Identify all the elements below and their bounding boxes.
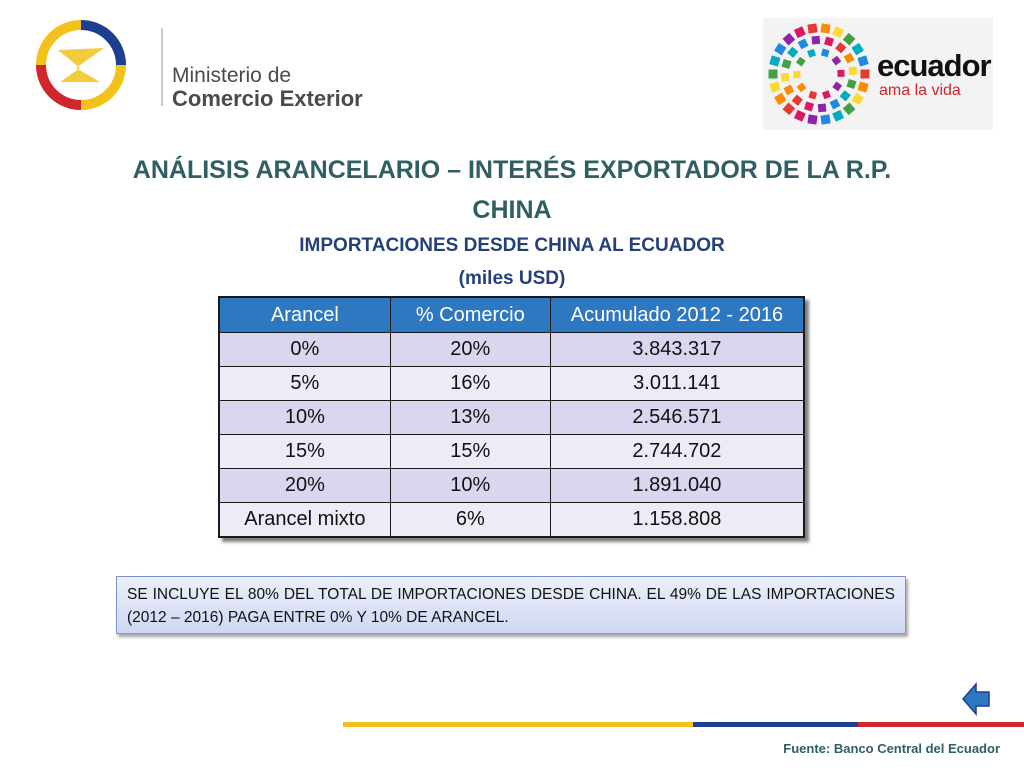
cell-acumulado: 2.546.571 (549, 400, 805, 435)
ministry-emblem-icon (36, 20, 126, 110)
brand-slogan: ama la vida (879, 82, 961, 99)
subtitle-line2: (miles USD) (458, 268, 566, 289)
table-row: 20% 10% 1.891.040 (218, 468, 805, 503)
tariff-table: Arancel % Comercio Acumulado 2012 - 2016… (218, 296, 805, 538)
column-header-arancel: Arancel (218, 296, 391, 333)
cell-arancel: 20% (218, 468, 391, 503)
cell-acumulado: 3.011.141 (549, 366, 805, 401)
summary-note-box: SE INCLUYE EL 80% DEL TOTAL DE IMPORTACI… (116, 576, 906, 634)
source-citation: Fuente: Banco Central del Ecuador (783, 741, 1000, 756)
org-name-line2: Comercio Exterior (172, 86, 363, 111)
table-row: 10% 13% 2.546.571 (218, 400, 805, 435)
org-name-line1: Ministerio de (172, 64, 292, 87)
cell-arancel: 10% (218, 400, 391, 435)
cell-arancel: 15% (218, 434, 391, 469)
table-row: 0% 20% 3.843.317 (218, 332, 805, 367)
cell-arancel: Arancel mixto (218, 502, 391, 538)
stripe-yellow (343, 722, 693, 727)
cell-comercio: 20% (389, 332, 551, 367)
cell-arancel: 5% (218, 366, 391, 401)
cell-comercio: 10% (389, 468, 551, 503)
stripe-blue (693, 722, 858, 727)
brand-name: ecuador (877, 48, 992, 83)
logo-divider (161, 28, 163, 106)
cell-comercio: 16% (389, 366, 551, 401)
table-row: 5% 16% 3.011.141 (218, 366, 805, 401)
colorful-sun-icon (768, 23, 870, 125)
cell-comercio: 15% (389, 434, 551, 469)
page-subtitle: IMPORTACIONES DESDE CHINA AL ECUADOR (mi… (100, 229, 924, 295)
ecuador-brand-logo: ecuador ama la vida (763, 18, 993, 130)
cell-comercio: 6% (389, 502, 551, 538)
column-header-comercio: % Comercio (389, 296, 551, 333)
page-title: ANÁLISIS ARANCELARIO – INTERÉS EXPORTADO… (132, 156, 892, 224)
cell-comercio: 13% (389, 400, 551, 435)
cell-acumulado: 1.891.040 (549, 468, 805, 503)
subtitle-line1: IMPORTACIONES DESDE CHINA AL ECUADOR (299, 235, 725, 256)
cell-acumulado: 3.843.317 (549, 332, 805, 367)
ministry-logo: Ministerio de Comercio Exterior (36, 20, 363, 112)
cell-acumulado: 2.744.702 (549, 434, 805, 469)
column-header-acumulado: Acumulado 2012 - 2016 (549, 296, 805, 333)
table-header-row: Arancel % Comercio Acumulado 2012 - 2016 (218, 296, 805, 333)
cell-acumulado: 1.158.808 (549, 502, 805, 538)
cell-arancel: 0% (218, 332, 391, 367)
back-arrow-icon[interactable] (961, 681, 991, 717)
table-row: 15% 15% 2.744.702 (218, 434, 805, 469)
stripe-red (858, 722, 1024, 727)
table-row: Arancel mixto 6% 1.158.808 (218, 502, 805, 538)
